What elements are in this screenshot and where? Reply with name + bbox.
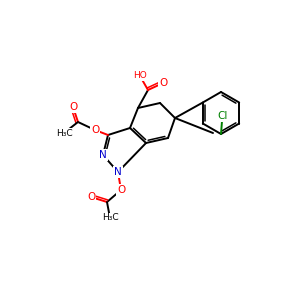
Text: Cl: Cl	[218, 111, 228, 121]
Text: H₃C: H₃C	[102, 214, 118, 223]
Text: O: O	[159, 78, 167, 88]
Text: N: N	[99, 150, 107, 160]
Text: HO: HO	[133, 71, 147, 80]
Text: N: N	[114, 167, 122, 177]
Text: H₃C: H₃C	[56, 128, 72, 137]
Text: O: O	[117, 185, 125, 195]
Text: O: O	[87, 192, 95, 202]
Text: O: O	[91, 125, 99, 135]
Text: O: O	[69, 102, 77, 112]
